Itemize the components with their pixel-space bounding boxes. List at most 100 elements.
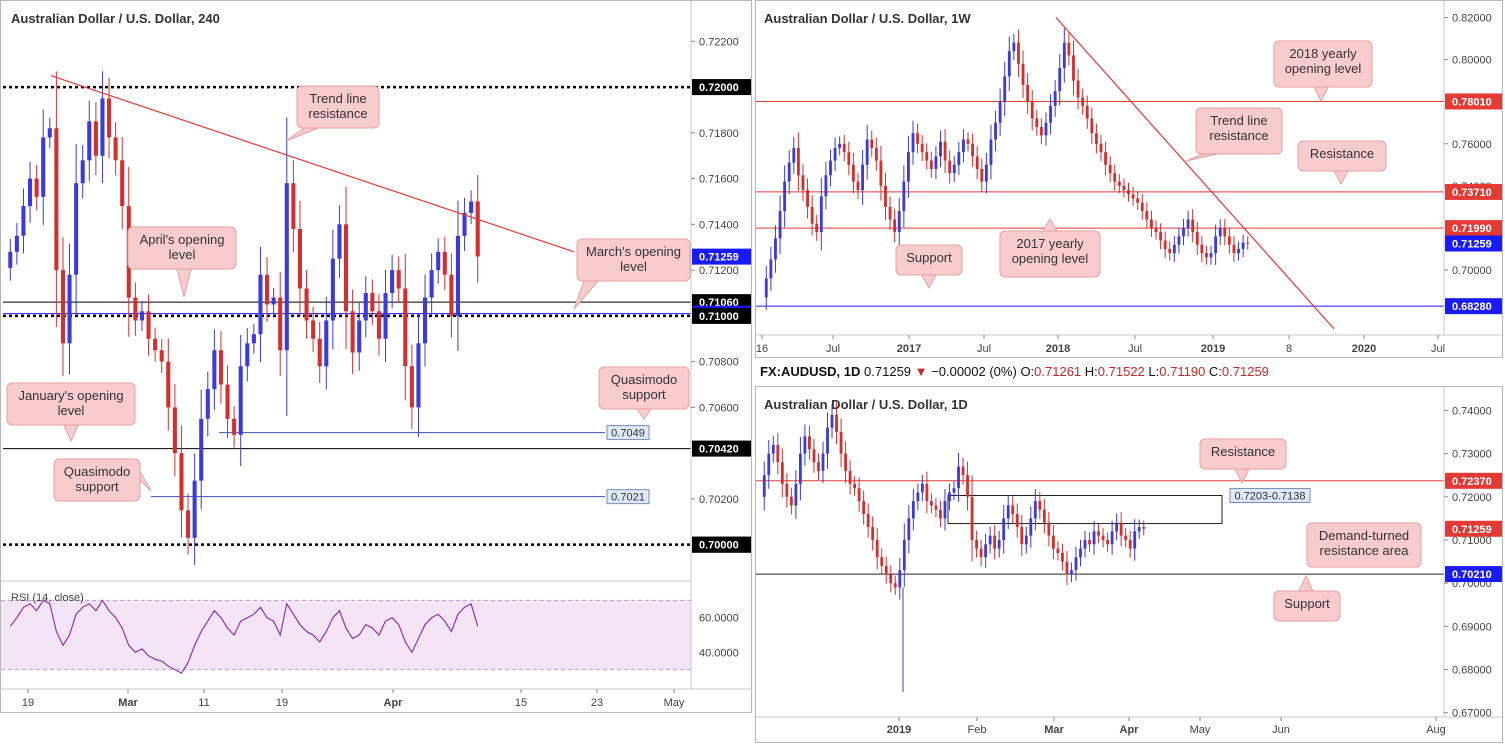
chart-panel-4h[interactable]: Australian Dollar / U.S. Dollar, 240 0.70… [0, 0, 752, 713]
x-tick-label: Feb [968, 724, 987, 736]
candle-daily-candle [893, 583, 897, 588]
price-badge [1445, 93, 1502, 110]
candle-weekly-candle [1039, 126, 1043, 136]
chart-panel-daily[interactable]: Australian Dollar / U.S. Dollar, 1D 0.720… [755, 386, 1503, 743]
callout-2018-yearly-opening-pointer [1313, 86, 1329, 103]
callout-support-pointer [921, 274, 937, 290]
candle-weekly-candle [1200, 244, 1204, 254]
candle-daily-candle [1042, 509, 1046, 523]
candle-weekly-candle [957, 152, 961, 165]
y-tick-label: 0.70600 [699, 402, 739, 414]
candle-weekly-candle [1012, 42, 1016, 52]
candle-4h-candle [442, 251, 447, 275]
candle-weekly-candle [1108, 164, 1112, 174]
candle-4h-candle [469, 201, 474, 213]
candle-4h-candle [291, 183, 296, 229]
price-badge [1445, 566, 1502, 583]
callout-trend-line-resistance-text: resistance [1209, 128, 1268, 143]
candle-weekly-candle [1053, 91, 1057, 106]
candle-weekly-candle [1195, 232, 1199, 245]
candle-daily-candle [771, 444, 775, 454]
chart-weekly-svg[interactable]: Australian Dollar / U.S. Dollar, 1W 2018 … [756, 1, 1503, 358]
callout-januarys-opening-box [6, 382, 136, 426]
callout-support-pointer [1298, 574, 1314, 592]
candle-daily-candle [1083, 539, 1087, 549]
candle-daily-candle [780, 462, 784, 484]
candle-daily-candle [902, 539, 906, 571]
candle-weekly-candle [1044, 122, 1048, 136]
candle-4h-candle [153, 338, 158, 351]
candle-weekly-candle [1227, 236, 1231, 245]
price-badge-label: 0.71259 [1452, 524, 1492, 536]
candle-daily-candle [1002, 518, 1006, 540]
candle-daily-candle [952, 488, 956, 493]
candle-weekly-candle [1145, 211, 1149, 220]
candle-4h-candle [166, 361, 171, 408]
candle-weekly-candle [1035, 118, 1039, 127]
x-tick-label: Jul [1431, 343, 1445, 355]
callout-2017-yearly-opening-text: opening level [1012, 251, 1089, 266]
candle-4h-candle [416, 343, 421, 408]
x-tick-label: 19 [22, 697, 34, 709]
candle-4h-candle [34, 178, 39, 197]
candle-weekly-candle [1177, 236, 1181, 245]
chart-4h-svg[interactable]: Australian Dollar / U.S. Dollar, 240 0.70… [1, 1, 752, 713]
price-badge [692, 536, 751, 553]
candle-weekly-candle [847, 152, 851, 165]
candle-daily-candle [961, 466, 965, 476]
candle-daily-candle [1047, 522, 1051, 536]
callout-januarys-opening-pointer [63, 424, 79, 443]
candle-4h-candle [363, 293, 368, 321]
y-tick-label: 0.80000 [1452, 55, 1492, 67]
candle-weekly-candle [1182, 227, 1185, 237]
candle-daily-candle [844, 453, 847, 471]
candle-daily-candle [853, 483, 857, 489]
x-tick-label: Jul [1128, 343, 1142, 355]
callout-januarys-opening-text: level [58, 403, 85, 418]
candle-weekly-candle [893, 219, 897, 233]
candle-weekly-candle [801, 175, 805, 191]
candle-4h-candle [258, 274, 263, 335]
callout-2017-yearly-opening-pointer [1042, 218, 1058, 232]
callout-2017-yearly-opening-text: 2017 yearly [1016, 236, 1084, 251]
candle-weekly-candle [1072, 55, 1075, 81]
candle-weekly-candle [975, 156, 979, 169]
ticker-open: 0.71261 [1034, 364, 1082, 379]
rsi-label: RSI (14, close) [11, 592, 84, 604]
candle-weekly-candle [865, 139, 869, 165]
candle-weekly-candle [1168, 248, 1172, 254]
candle-weekly-candle [907, 152, 910, 182]
ticker-close-label: C: [1208, 364, 1222, 379]
candle-daily-candle [1065, 561, 1069, 575]
callout-quasimodo-support-1-box [598, 366, 690, 410]
x-tick-label: Apr [384, 697, 404, 709]
down-arrow-icon: ▼ [914, 364, 928, 379]
candle-daily-candle [808, 436, 811, 450]
ticker-open-label: O: [1020, 364, 1035, 379]
candle-weekly-candle [984, 164, 988, 182]
rsi-line [9, 599, 479, 674]
chart-title: Australian Dollar / U.S. Dollar, 240 [11, 11, 220, 26]
candle-weekly-candle [998, 101, 1002, 123]
candle-4h-candle [205, 389, 210, 419]
candle-4h-candle [21, 206, 26, 236]
candle-daily-candle [1056, 548, 1060, 553]
candle-4h-candle [139, 311, 144, 321]
callout-support-box [895, 244, 963, 276]
callout-marchs-opening-pointer [573, 280, 600, 310]
candle-daily-candle [1110, 531, 1114, 545]
callout-quasimodo-support-1-text: Quasimodo [611, 372, 677, 387]
candle-4h-candle [317, 338, 322, 367]
candle-daily-candle [839, 432, 843, 454]
chart-daily-svg[interactable]: Australian Dollar / U.S. Dollar, 1D 0.720… [756, 387, 1503, 743]
candle-weekly-candle [778, 211, 782, 239]
price-badge-label: 0.70210 [1452, 569, 1492, 581]
candle-4h-candle [74, 183, 79, 275]
chart-panel-weekly[interactable]: Australian Dollar / U.S. Dollar, 1W 2018 … [755, 0, 1503, 358]
candle-weekly-candle [1209, 253, 1213, 258]
candle-4h-candle [436, 251, 441, 271]
candle-daily-candle [812, 449, 816, 463]
